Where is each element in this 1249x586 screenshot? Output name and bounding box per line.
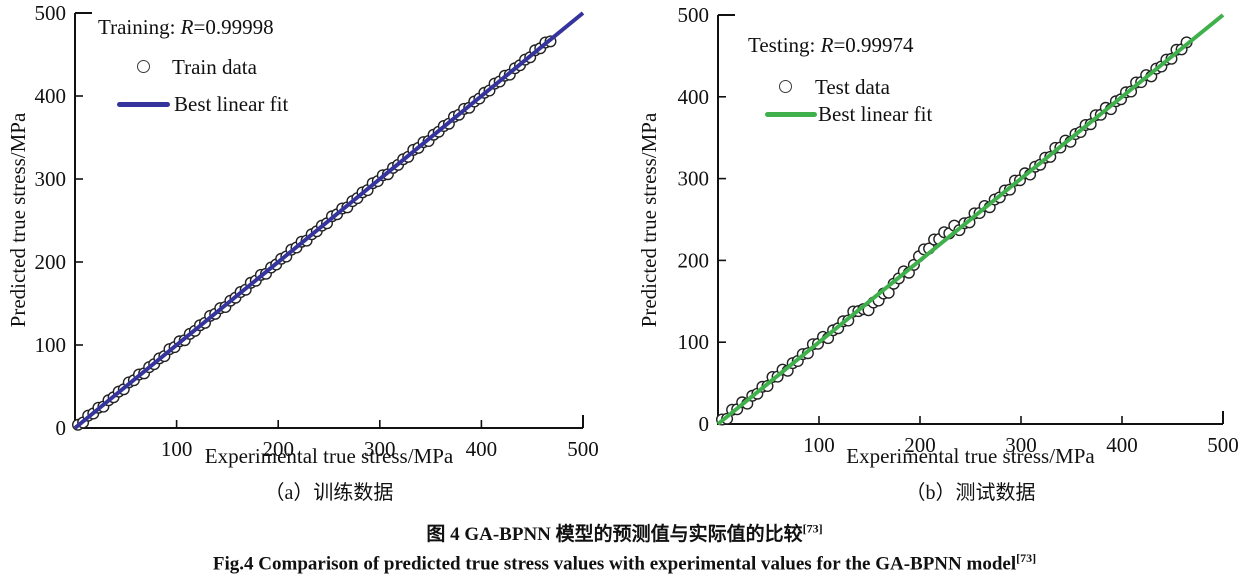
panel-testing: 100 200 300 400 500 0 100 200 300 400 500 Predicte… bbox=[630, 0, 1249, 515]
train-data-marker-icon bbox=[137, 60, 150, 73]
svg-text:200: 200 bbox=[35, 250, 67, 274]
x-axis-label-testing: Experimental true stress/MPa bbox=[846, 444, 1095, 468]
svg-text:500: 500 bbox=[35, 1, 67, 25]
subcaption-b: （b）测试数据 bbox=[905, 482, 1036, 504]
svg-text:100: 100 bbox=[161, 437, 193, 461]
svg-text:100: 100 bbox=[803, 433, 835, 457]
training-scatter-plot: 100 200 300 400 500 0 100 200 300 400 500 bbox=[35, 1, 599, 461]
tick-marks bbox=[718, 96, 1123, 424]
training-stat-value: =0.99998 bbox=[193, 15, 274, 39]
svg-text:0: 0 bbox=[699, 412, 710, 436]
svg-text:300: 300 bbox=[35, 167, 67, 191]
train-fit-legend-label: Best linear fit bbox=[174, 92, 289, 116]
y-axis-label-training: Predicted true stress/MPa bbox=[6, 112, 30, 328]
svg-text:0: 0 bbox=[56, 416, 67, 440]
test-data-marker-icon bbox=[779, 80, 792, 93]
svg-text:100: 100 bbox=[35, 333, 67, 357]
tick-labels: 100 200 300 400 500 0 100 200 300 400 500 bbox=[35, 1, 599, 461]
svg-text:500: 500 bbox=[678, 3, 710, 27]
test-fit-legend-label: Best linear fit bbox=[818, 102, 933, 126]
training-r-value: Training: R=0.99998 bbox=[98, 15, 274, 40]
test-fit-line-marker-icon bbox=[765, 112, 817, 117]
r-symbol: R bbox=[180, 15, 194, 39]
svg-text:400: 400 bbox=[1106, 433, 1138, 457]
figure-caption-en-ref: [73] bbox=[1016, 551, 1037, 565]
best-fit-line bbox=[73, 11, 585, 430]
svg-text:200: 200 bbox=[904, 433, 936, 457]
train-fit-line-marker-icon bbox=[117, 102, 170, 107]
svg-text:100: 100 bbox=[678, 330, 710, 354]
testing-stat-prefix: Testing: bbox=[748, 33, 821, 57]
figure-caption-en-text: Fig.4 Comparison of predicted true stres… bbox=[212, 553, 1017, 575]
r-symbol: R bbox=[820, 33, 834, 57]
svg-text:300: 300 bbox=[678, 167, 710, 191]
figure-caption-zh: 图 4 GA-BPNN 模型的预测值与实际值的比较[73] bbox=[0, 519, 1249, 546]
testing-stat-value: =0.99974 bbox=[833, 33, 914, 57]
svg-text:400: 400 bbox=[35, 84, 67, 108]
svg-text:400: 400 bbox=[678, 85, 710, 109]
y-axis-label-testing: Predicted true stress/MPa bbox=[637, 112, 661, 328]
svg-text:200: 200 bbox=[262, 437, 294, 461]
tick-labels: 100 200 300 400 500 0 100 200 300 400 500 bbox=[678, 3, 1239, 457]
testing-scatter-plot: 100 200 300 400 500 0 100 200 300 400 500 bbox=[678, 3, 1239, 457]
figure-caption-zh-text: 图 4 GA-BPNN 模型的预测值与实际值的比较 bbox=[426, 524, 803, 545]
testing-r-value: Testing: R=0.99974 bbox=[748, 33, 914, 58]
training-stat-prefix: Training: bbox=[98, 15, 181, 39]
subcaption-a: （a）训练数据 bbox=[264, 482, 394, 504]
figure-caption-zh-ref: [73] bbox=[802, 521, 823, 536]
figure-caption-en: Fig.4 Comparison of predicted true stres… bbox=[0, 551, 1249, 575]
best-fit-line bbox=[716, 13, 1225, 426]
svg-text:300: 300 bbox=[1005, 433, 1037, 457]
tick-marks bbox=[75, 95, 483, 428]
x-axis-label-training: Experimental true stress/MPa bbox=[204, 444, 454, 468]
test-data-legend-label: Test data bbox=[815, 75, 890, 99]
svg-text:200: 200 bbox=[678, 248, 710, 272]
svg-text:400: 400 bbox=[466, 437, 498, 461]
svg-text:500: 500 bbox=[567, 437, 599, 461]
svg-text:300: 300 bbox=[364, 437, 396, 461]
svg-text:500: 500 bbox=[1207, 433, 1239, 457]
train-data-legend-label: Train data bbox=[172, 55, 257, 79]
panel-training: 100 200 300 400 500 0 100 200 300 400 500 Predicte… bbox=[0, 0, 625, 515]
